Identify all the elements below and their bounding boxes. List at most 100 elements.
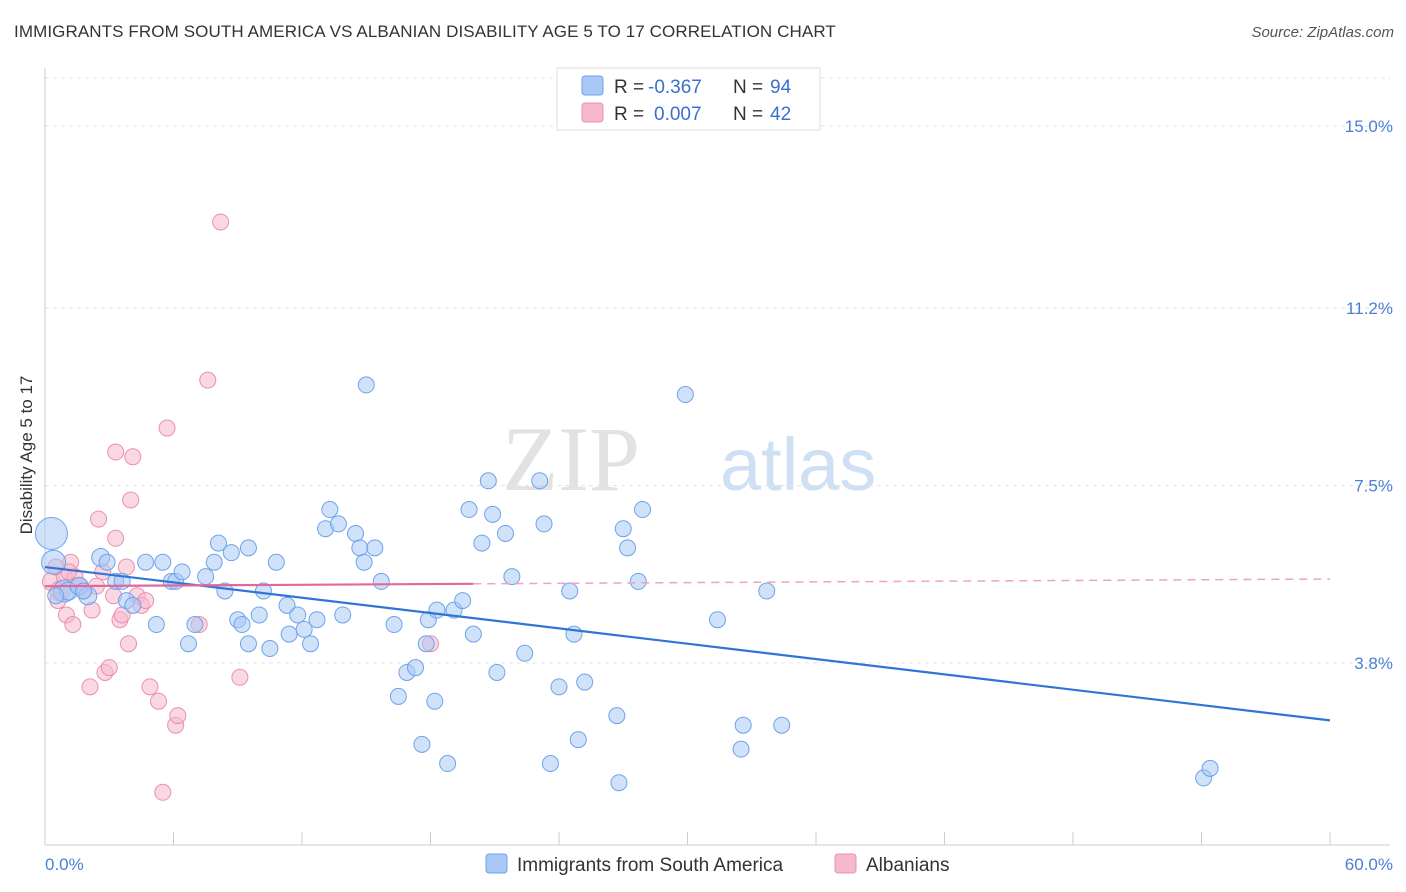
gridlines xyxy=(45,77,1390,664)
legend-r-label-pink: R = xyxy=(614,104,644,125)
albanians-point xyxy=(199,371,217,389)
top-legend: R = -0.367 N = 94 R = 0.007 N = 42 xyxy=(556,67,821,131)
south-america-point xyxy=(758,582,776,600)
albanians-point xyxy=(122,491,140,509)
bottom-legend-label-blue: Immigrants from South America xyxy=(517,855,784,876)
south-america-point xyxy=(407,659,425,677)
south-america-point xyxy=(576,673,594,691)
bottom-legend-label-pink: Albanians xyxy=(866,855,949,876)
south-america-point xyxy=(464,625,482,643)
series-albanians xyxy=(41,213,439,801)
south-america-point xyxy=(239,539,257,557)
south-america-point xyxy=(98,553,116,571)
albanians-point xyxy=(120,635,138,653)
south-america-point xyxy=(179,635,197,653)
south-america-point xyxy=(773,716,791,734)
albanians-point xyxy=(150,692,168,710)
watermark-atlas: atlas xyxy=(720,423,876,506)
legend-r-value-pink: 0.007 xyxy=(654,104,702,125)
south-america-point xyxy=(460,501,478,519)
south-america-point xyxy=(267,553,285,571)
south-america-point xyxy=(473,534,491,552)
south-america-point xyxy=(413,735,431,753)
south-america-point xyxy=(516,644,534,662)
albanians-point xyxy=(169,707,187,725)
trend-lines xyxy=(44,565,1331,722)
south-america-point xyxy=(389,687,407,705)
south-america-point xyxy=(209,534,227,552)
south-america-point xyxy=(417,635,435,653)
x-tick-label-max: 60.0% xyxy=(1345,855,1393,874)
y-tick-labels: 3.8% 7.5% 11.2% 15.0% xyxy=(1345,117,1393,673)
albanians-point xyxy=(107,529,125,547)
albanians-point xyxy=(158,419,176,437)
south-america-point xyxy=(385,616,403,634)
south-america-point xyxy=(147,616,165,634)
south-america-point xyxy=(222,544,240,562)
series-south-america xyxy=(34,376,1219,792)
south-america-point xyxy=(610,774,628,792)
albanians-point xyxy=(90,510,108,528)
legend-r-value-blue: -0.367 xyxy=(648,77,702,98)
south-america-point xyxy=(197,568,215,586)
south-america-point xyxy=(334,606,352,624)
south-america-point xyxy=(1201,759,1219,777)
south-america-point xyxy=(484,505,502,523)
watermark-zip: ZIP xyxy=(502,408,640,510)
trend-line-albanians xyxy=(44,582,474,588)
south-america-point xyxy=(608,707,626,725)
south-america-point xyxy=(347,524,365,542)
chart-title: IMMIGRANTS FROM SOUTH AMERICA VS ALBANIA… xyxy=(14,22,836,41)
legend-swatch-pink xyxy=(581,102,604,123)
south-america-point xyxy=(233,616,251,634)
albanians-point xyxy=(231,668,249,686)
bottom-legend: Immigrants from South America Albanians xyxy=(485,853,949,876)
south-america-point xyxy=(629,572,647,590)
south-america-point xyxy=(250,606,268,624)
y-tick-label: 3.8% xyxy=(1354,654,1393,673)
south-america-point xyxy=(479,472,497,490)
legend-n-value-blue: 94 xyxy=(770,77,792,98)
south-america-point xyxy=(351,539,369,557)
south-america-point xyxy=(205,553,223,571)
y-tick-label: 7.5% xyxy=(1354,477,1393,496)
watermark: ZIP atlas xyxy=(502,408,876,510)
south-america-point xyxy=(41,549,67,575)
south-america-point xyxy=(439,755,457,773)
bottom-legend-swatch-blue xyxy=(485,853,508,874)
south-america-point xyxy=(614,520,632,538)
south-america-point xyxy=(734,716,752,734)
south-america-point xyxy=(634,501,652,519)
south-america-point xyxy=(254,582,272,600)
south-america-point xyxy=(372,572,390,590)
source-label: Source: ZipAtlas.com xyxy=(1251,24,1394,41)
south-america-point xyxy=(366,539,384,557)
south-america-point xyxy=(302,635,320,653)
south-america-point xyxy=(550,678,568,696)
south-america-point xyxy=(426,692,444,710)
south-america-point xyxy=(357,376,375,394)
south-america-point xyxy=(428,601,446,619)
y-tick-label: 11.2% xyxy=(1346,299,1393,318)
albanians-point xyxy=(212,213,230,231)
albanians-point xyxy=(81,678,99,696)
south-america-point xyxy=(124,596,142,614)
south-america-point xyxy=(488,663,506,681)
legend-n-value-pink: 42 xyxy=(770,104,791,125)
south-america-point xyxy=(503,568,521,586)
trend-line-albanians-extended xyxy=(473,578,1331,585)
y-axis-label: Disability Age 5 to 17 xyxy=(17,376,36,535)
albanians-point xyxy=(117,558,135,576)
albanians-point xyxy=(154,783,172,801)
south-america-point xyxy=(34,516,68,550)
albanians-point xyxy=(64,616,82,634)
south-america-point xyxy=(496,524,514,542)
legend-swatch-blue xyxy=(581,75,604,96)
legend-n-label-pink: N = xyxy=(733,104,763,125)
south-america-point xyxy=(308,611,326,629)
south-america-point xyxy=(280,625,298,643)
south-america-point xyxy=(295,620,313,638)
south-america-point xyxy=(154,553,172,571)
x-tick-label-min: 0.0% xyxy=(45,855,84,874)
